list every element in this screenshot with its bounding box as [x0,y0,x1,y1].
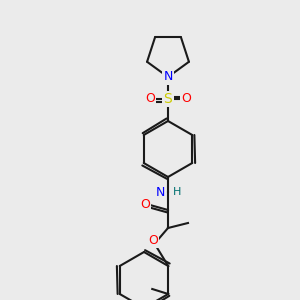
Text: N: N [156,185,165,199]
Text: O: O [148,233,158,247]
Text: S: S [164,92,172,106]
Text: H: H [173,187,182,197]
Text: O: O [145,92,155,106]
Text: O: O [181,92,191,106]
Text: N: N [163,70,173,83]
Text: O: O [140,199,150,212]
